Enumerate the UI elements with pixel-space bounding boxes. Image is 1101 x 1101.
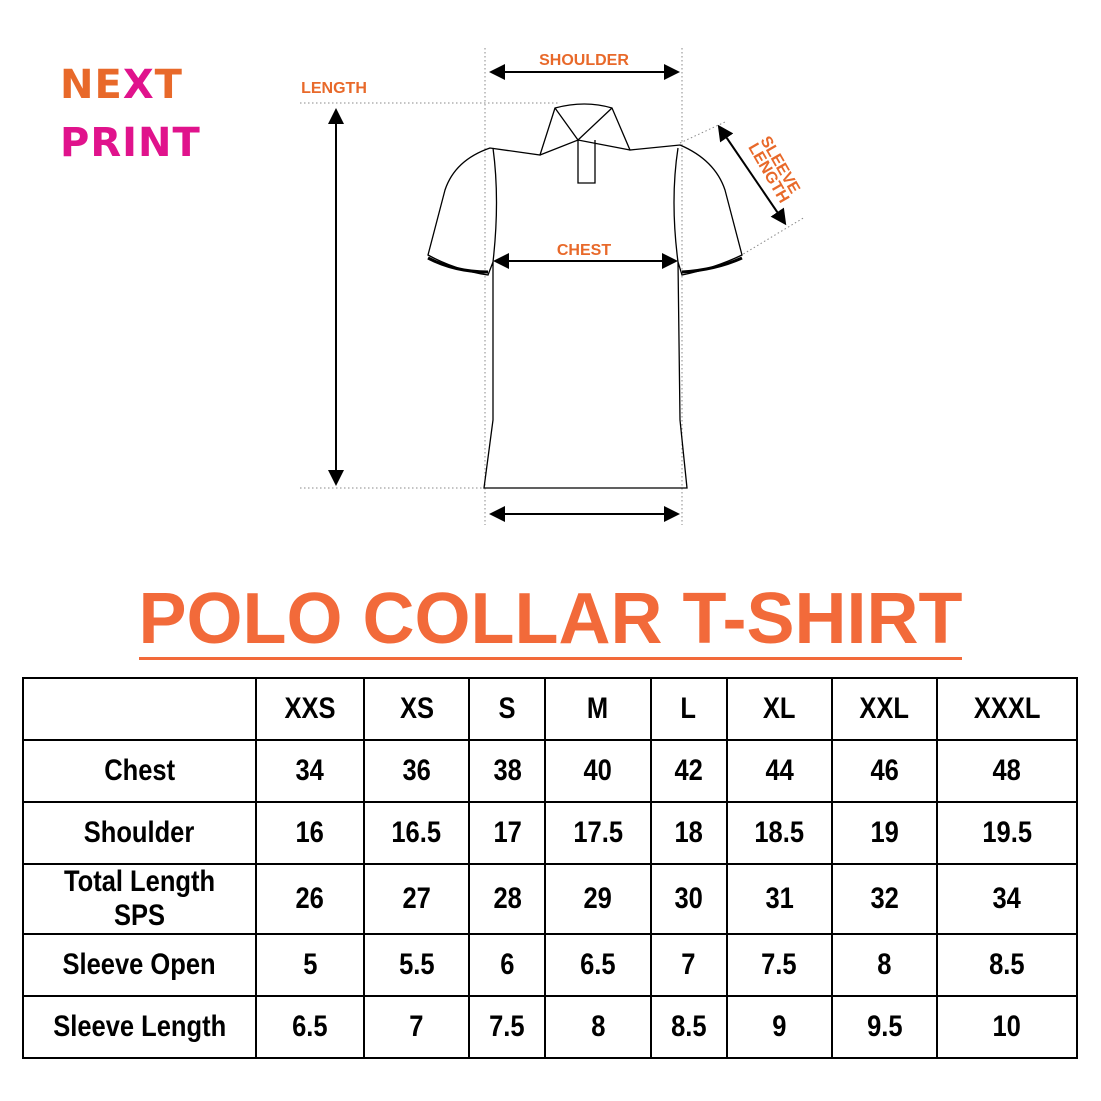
row-label: Sleeve Length [22, 995, 257, 1059]
table-cell: 7.5 [725, 933, 833, 997]
table-cell: 30 [649, 863, 728, 935]
title-text: POLO COLLAR T-SHIRT [138, 579, 963, 660]
size-header: L [649, 677, 728, 741]
table-cell: 19.5 [935, 801, 1079, 865]
table-cell: 6 [468, 933, 547, 997]
logo-text: T [154, 62, 183, 108]
row-label: Shoulder [22, 801, 257, 865]
table-cell: 7 [363, 995, 471, 1059]
row-label: Chest [22, 739, 257, 803]
size-table: XXS XS S M L XL XXL XXXL Chest 34 36 38 40 42… [22, 677, 1079, 1059]
guide-lines [300, 48, 806, 525]
size-header: XXL [830, 677, 938, 741]
table-cell: 19 [830, 801, 938, 865]
table-cell: 17.5 [544, 801, 652, 865]
table-cell: 26 [254, 863, 366, 935]
table-cell: 42 [649, 739, 728, 803]
table-cell: 16 [254, 801, 366, 865]
table-cell: 27 [363, 863, 471, 935]
shirt-diagram: SHOULDER LENGTH CHEST SLEEVE LENGTH [300, 48, 806, 525]
logo-print: PRINT [60, 120, 201, 166]
table-cell: 7.5 [468, 995, 547, 1059]
table-cell: 28 [468, 863, 547, 935]
table-cell: 29 [544, 863, 652, 935]
table-cell: 32 [830, 863, 938, 935]
logo-next: NEXT [60, 62, 183, 108]
table-cell: 46 [830, 739, 938, 803]
table-cell: 40 [544, 739, 652, 803]
table-cell: 8 [830, 933, 938, 997]
table-cell: 8 [544, 995, 652, 1059]
table-row: Chest 34 36 38 40 42 44 46 48 [22, 739, 1079, 803]
table-cell: 16.5 [363, 801, 471, 865]
chest-label: CHEST [557, 242, 611, 259]
table-cell: 34 [254, 739, 366, 803]
row-label: Total Length SPS [22, 863, 257, 935]
size-header: XXS [254, 677, 366, 741]
table-row: Total Length SPS 26 27 28 29 30 31 32 34 [22, 863, 1079, 935]
corner-cell [22, 677, 257, 741]
table-header-row: XXS XS S M L XL XXL XXXL [22, 677, 1079, 741]
table-row: Sleeve Open 5 5.5 6 6.5 7 7.5 8 8.5 [22, 933, 1079, 997]
table-cell: 18.5 [725, 801, 833, 865]
table-cell: 31 [725, 863, 833, 935]
table-cell: 5.5 [363, 933, 471, 997]
table-cell: 44 [725, 739, 833, 803]
size-header: XXXL [935, 677, 1079, 741]
size-header: XS [363, 677, 471, 741]
logo-x: X [122, 62, 155, 108]
table-cell: 17 [468, 801, 547, 865]
size-header: S [468, 677, 547, 741]
table-cell: 8.5 [649, 995, 728, 1059]
table-cell: 5 [254, 933, 366, 997]
shoulder-label: SHOULDER [539, 52, 629, 69]
shirt-outline [427, 103, 743, 489]
row-label: Sleeve Open [22, 933, 257, 997]
table-cell: 6.5 [544, 933, 652, 997]
table-row: Shoulder 16 16.5 17 17.5 18 18.5 19 19.5 [22, 801, 1079, 865]
size-header: XL [725, 677, 833, 741]
table-cell: 8.5 [935, 933, 1079, 997]
logo-text: NE [60, 62, 123, 108]
table-cell: 7 [649, 933, 728, 997]
table-cell: 18 [649, 801, 728, 865]
table-cell: 34 [935, 863, 1079, 935]
size-header: M [544, 677, 652, 741]
table-row: Sleeve Length 6.5 7 7.5 8 8.5 9 9.5 10 [22, 995, 1079, 1059]
table-cell: 36 [363, 739, 471, 803]
table-cell: 10 [935, 995, 1079, 1059]
table-cell: 9 [725, 995, 833, 1059]
measure-arrows [328, 64, 787, 522]
table-cell: 48 [935, 739, 1079, 803]
length-label: LENGTH [301, 80, 367, 97]
page-title: POLO COLLAR T-SHIRT [0, 578, 1101, 660]
table-cell: 6.5 [254, 995, 366, 1059]
table-cell: 9.5 [830, 995, 938, 1059]
table-cell: 38 [468, 739, 547, 803]
sleeve-length-label: SLEEVE LENGTH [744, 134, 803, 206]
